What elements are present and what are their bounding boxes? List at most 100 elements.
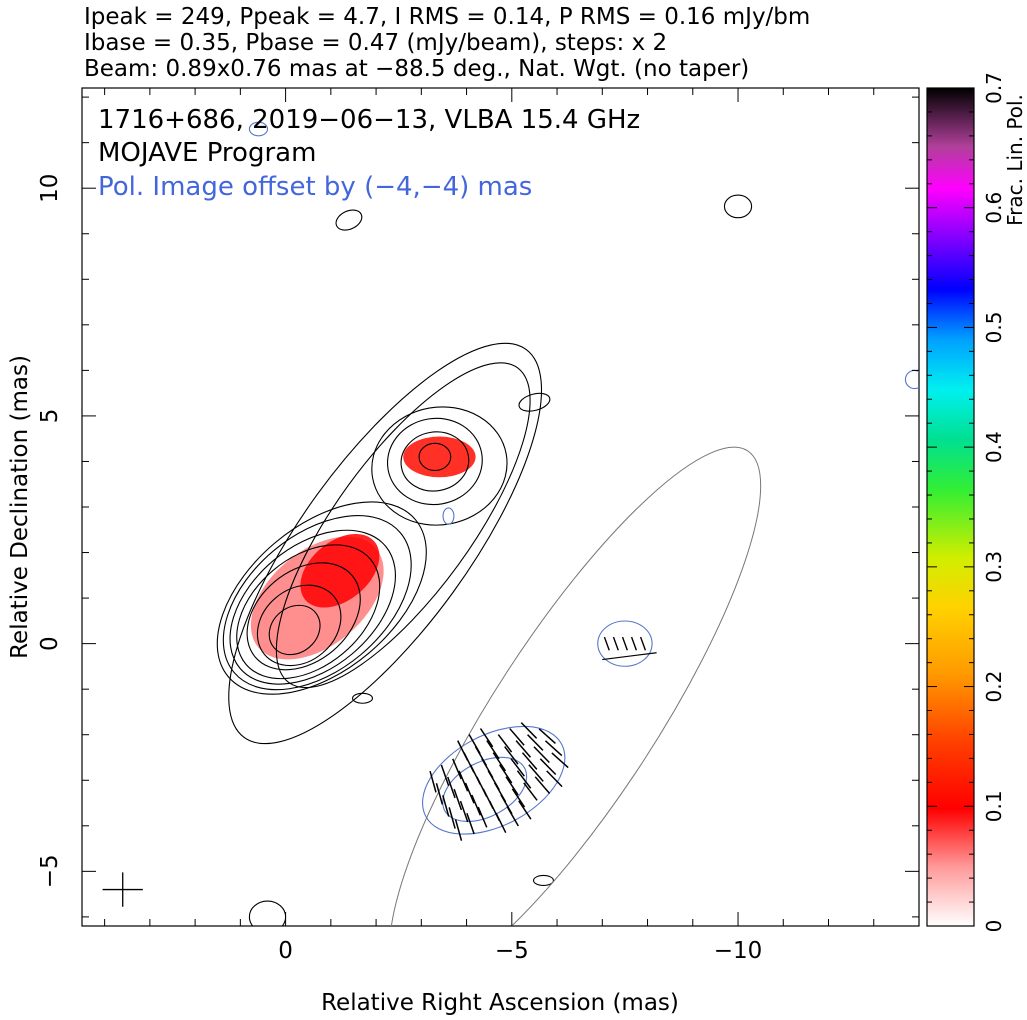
evpa-tick-57: [612, 636, 619, 651]
evpa-tick-21: [498, 764, 513, 784]
y-tick-label: 0: [37, 636, 63, 651]
pol-contour-4: [442, 507, 455, 525]
evpa-tick-23: [486, 740, 500, 760]
total-intensity-contours: [216, 194, 753, 926]
total-contour-12: [228, 342, 543, 745]
colorbar-ticks: 0 0.1 0.2 0.3 0.4 0.5 0.6 0.7: [927, 72, 1006, 932]
total-contour-17: [532, 874, 554, 886]
header-line-1: Ipeak = 249, Ppeak = 4.7, I RMS = 0.14, …: [84, 4, 810, 30]
total-contour-9: [386, 417, 483, 506]
evpa-tick-48: [440, 764, 450, 787]
pol-contour-5: [904, 369, 919, 390]
evpa-tick-0: [551, 752, 569, 769]
colorbar-tick-label: 0.1: [982, 790, 1006, 822]
frac-pol-region-2: [403, 436, 476, 478]
fractional-polarization-fill: [250, 436, 476, 660]
evpa-tick-45: [459, 800, 469, 823]
y-tick-label: −5: [37, 854, 63, 888]
x-tick-label: 0: [278, 938, 293, 964]
evpa-tick-8: [534, 776, 551, 794]
colorbar-tick-label: 0.5: [982, 312, 1006, 344]
evpa-tick-11: [515, 740, 532, 758]
evpa-tick-44: [466, 812, 475, 835]
evpa-tick-56: [621, 636, 628, 651]
evpa-tick-19: [511, 788, 526, 808]
pol-contour-3: [248, 121, 269, 137]
offset-contour-0: [389, 446, 762, 926]
colorbar-tick-label: 0.6: [982, 192, 1006, 224]
x-tick-label: −10: [714, 938, 763, 964]
evpa-tick-51: [442, 795, 450, 817]
total-contour-3: [236, 544, 381, 680]
total-contour-6: [216, 501, 427, 695]
evpa-tick-10: [521, 752, 538, 770]
evpa-tick-39: [477, 806, 488, 828]
colorbar-tick-label: 0.4: [982, 431, 1006, 463]
total-contour-0: [268, 604, 321, 656]
evpa-tick-47: [447, 776, 456, 799]
evpa-tick-59: [602, 652, 657, 661]
evpa-tick-41: [464, 782, 475, 804]
offset-total-intensity-contours: [389, 446, 762, 926]
colorbar-tick-label: 0: [982, 920, 1006, 933]
total-contour-15: [335, 209, 363, 231]
evpa-tick-7: [520, 722, 538, 739]
evpa-tick-42: [458, 770, 469, 792]
evpa-ticks: [429, 636, 657, 841]
evpa-tick-43: [452, 758, 462, 780]
pol-offset-annotation: Pol. Image offset by (−4,−4) mas: [98, 172, 532, 202]
program-annotation: MOJAVE Program: [98, 138, 316, 168]
y-tick-label: 5: [37, 409, 63, 424]
evpa-tick-15: [510, 758, 525, 777]
y-axis-label: Relative Declination (mas): [7, 355, 33, 659]
evpa-tick-31: [468, 734, 481, 754]
evpa-tick-12: [509, 728, 525, 746]
pol-contour-2: [597, 620, 653, 667]
evpa-tick-17: [497, 734, 513, 753]
evpa-tick-24: [479, 728, 494, 748]
evpa-tick-22: [492, 752, 507, 772]
evpa-tick-18: [518, 800, 532, 820]
source-annotation: 1716+686, 2019−06−13, VLBA 15.4 GHz: [98, 105, 640, 135]
total-contour-11: [275, 362, 531, 689]
header-line-3: Beam: 0.89x0.76 mas at −88.5 deg., Nat. …: [84, 56, 749, 82]
polarized-intensity-contours: [248, 121, 919, 835]
evpa-tick-16: [504, 746, 519, 765]
evpa-tick-49: [454, 819, 463, 841]
colorbar-label: Frac. Lin. Pol.: [1003, 94, 1027, 226]
evpa-tick-6: [527, 734, 544, 751]
evpa-tick-13: [523, 782, 538, 801]
total-contour-18: [248, 900, 287, 926]
total-contour-7: [418, 442, 452, 472]
evpa-tick-53: [429, 770, 437, 793]
total-contour-8: [400, 431, 470, 492]
x-tick-label: −5: [495, 938, 529, 964]
evpa-tick-55: [630, 636, 638, 651]
total-contour-5: [222, 515, 412, 691]
total-contour-13: [352, 692, 374, 704]
colorbar: [926, 87, 975, 927]
evpa-tick-3: [546, 770, 563, 788]
x-axis-label: Relative Right Ascension (mas): [321, 990, 679, 1016]
evpa-tick-40: [471, 794, 482, 816]
total-contour-16: [723, 194, 753, 219]
total-contour-14: [518, 392, 551, 412]
header-line-2: Ibase = 0.35, Pbase = 0.47 (mJy/beam), s…: [84, 30, 667, 56]
evpa-tick-50: [448, 807, 456, 829]
evpa-tick-46: [453, 788, 463, 811]
evpa-tick-2: [538, 728, 556, 745]
colorbar-tick-label: 0.2: [982, 671, 1006, 703]
total-contour-1: [256, 584, 342, 667]
y-tick-label: 10: [37, 174, 63, 203]
axis-ticks: 0 −5 −10 −5 0 5 10: [37, 88, 920, 964]
evpa-tick-54: [639, 636, 647, 651]
evpa-tick-5: [533, 746, 550, 763]
colorbar-tick-label: 0.7: [982, 72, 1006, 104]
evpa-tick-14: [516, 770, 532, 789]
pol-contour-1: [442, 756, 528, 822]
total-contour-2: [246, 562, 361, 671]
evpa-tick-1: [544, 740, 563, 757]
evpa-tick-9: [528, 764, 544, 782]
beam-marker: [102, 872, 143, 907]
